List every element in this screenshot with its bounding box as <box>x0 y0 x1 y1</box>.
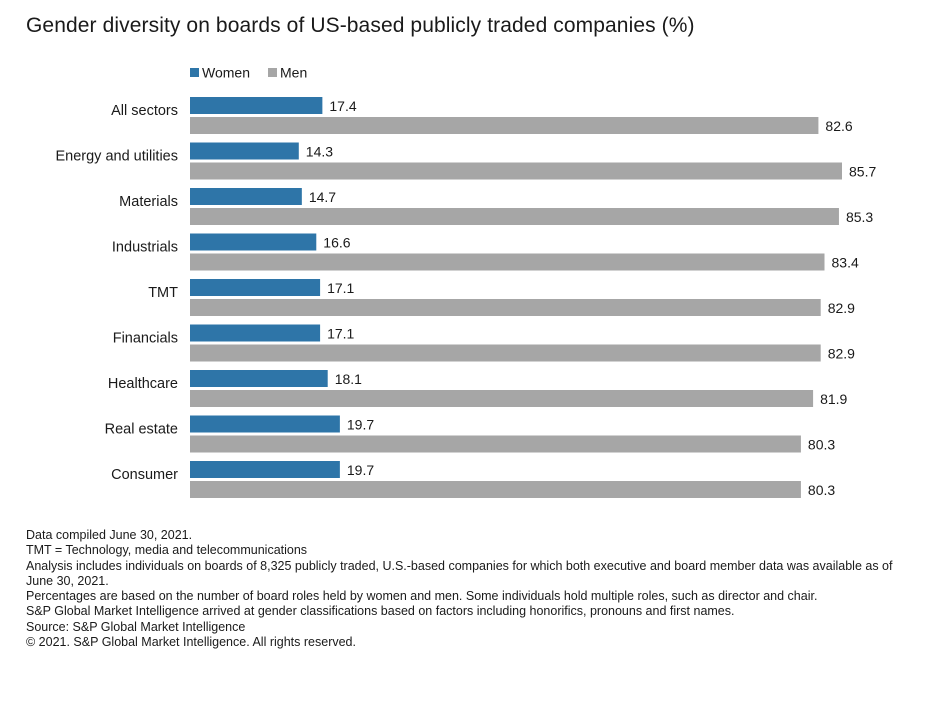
bar-men-healthcare <box>190 390 814 407</box>
bar-women-industrials <box>190 233 317 251</box>
category-label-financials: Financials <box>113 331 178 347</box>
value-label-women-healthcare: 18.1 <box>335 371 362 387</box>
value-label-men-industrials: 83.4 <box>832 255 859 271</box>
value-label-women-real-estate: 19.7 <box>347 417 374 433</box>
category-label-all-sectors: All sectors <box>111 103 178 119</box>
note-analysis-scope: Analysis includes individuals on boards … <box>26 558 893 588</box>
value-label-women-materials: 14.7 <box>309 189 336 205</box>
value-label-men-financials: 82.9 <box>828 346 855 362</box>
note-compiled-date: Data compiled June 30, 2021. <box>26 528 193 542</box>
value-label-men-materials: 85.3 <box>846 209 873 225</box>
bar-women-tmt <box>190 279 321 296</box>
legend-swatch-men <box>268 68 277 77</box>
category-label-energy-and-utilities: Energy and utilities <box>55 149 178 165</box>
bar-chart: Women Men All sectors 17.4 82.6 Energy and ut… <box>55 65 876 498</box>
note-copyright: © 2021. S&P Global Market Intelligence. … <box>26 635 356 650</box>
bar-women-real-estate <box>190 415 340 433</box>
bar-men-industrials <box>190 253 825 271</box>
category-label-industrials: Industrials <box>112 240 178 256</box>
chart-title: Gender diversity on boards of US-based p… <box>26 14 695 37</box>
category-label-consumer: Consumer <box>111 467 178 483</box>
bar-men-real-estate <box>190 435 801 453</box>
bar-men-consumer <box>190 481 801 498</box>
bar-women-consumer <box>190 461 340 478</box>
bar-women-healthcare <box>190 370 328 387</box>
value-label-men-energy-and-utilities: 85.7 <box>849 164 876 180</box>
bar-men-tmt <box>190 299 821 316</box>
category-label-tmt: TMT <box>148 285 178 301</box>
bar-men-materials <box>190 208 839 225</box>
legend-label-women: Women <box>202 65 250 81</box>
note-tmt-definition: TMT = Technology, media and telecommunic… <box>26 543 308 558</box>
value-label-women-financials: 17.1 <box>327 326 354 342</box>
legend-label-men: Men <box>280 65 307 81</box>
value-label-women-tmt: 17.1 <box>327 280 354 296</box>
note-gender-classification: S&P Global Market Intelligence arrived a… <box>26 604 735 619</box>
category-label-healthcare: Healthcare <box>108 376 178 392</box>
bar-women-energy-and-utilities <box>190 142 299 160</box>
bar-men-energy-and-utilities <box>190 162 842 180</box>
bar-women-all-sectors <box>190 97 323 114</box>
note-percentage-basis: Percentages are based on the number of b… <box>26 589 818 604</box>
value-label-men-tmt: 82.9 <box>828 300 855 316</box>
category-label-materials: Materials <box>119 194 178 210</box>
category-label-real-estate: Real estate <box>105 422 178 438</box>
legend-swatch-women <box>190 68 199 77</box>
bar-men-all-sectors <box>190 117 819 134</box>
bar-women-materials <box>190 188 302 205</box>
bar-men-financials <box>190 344 821 362</box>
value-label-men-healthcare: 81.9 <box>820 391 847 407</box>
chart-notes: Data compiled June 30, 2021. TMT = Techn… <box>26 528 906 650</box>
value-label-women-industrials: 16.6 <box>323 235 350 251</box>
value-label-men-consumer: 80.3 <box>808 482 835 498</box>
note-source: Source: S&P Global Market Intelligence <box>26 619 246 634</box>
value-label-women-consumer: 19.7 <box>347 462 374 478</box>
bar-women-financials <box>190 324 321 342</box>
value-label-women-energy-and-utilities: 14.3 <box>306 144 333 160</box>
value-label-men-real-estate: 80.3 <box>808 437 835 453</box>
value-label-women-all-sectors: 17.4 <box>329 98 356 114</box>
value-label-men-all-sectors: 82.6 <box>825 118 852 134</box>
